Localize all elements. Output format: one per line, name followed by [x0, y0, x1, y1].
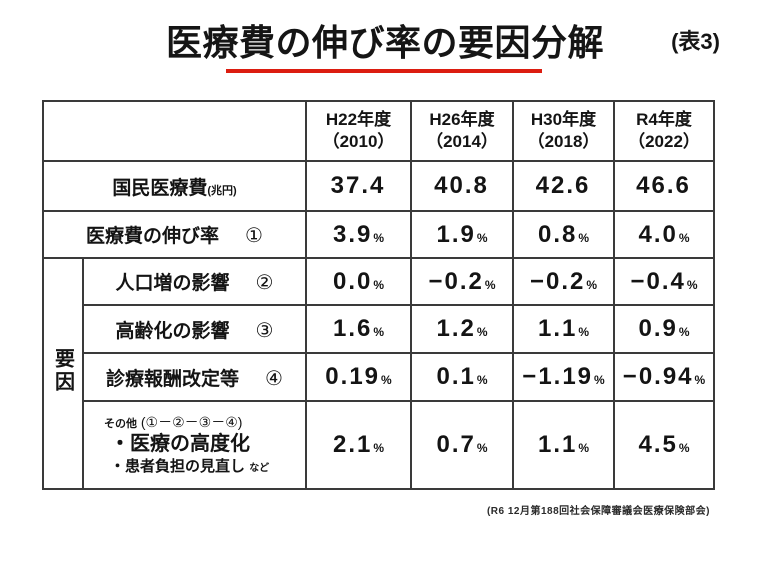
year-western: （2014）: [426, 132, 498, 151]
table-row-other-factors: その他 (①－②－③－④) ・医療の高度化 ・患者負担の見直し など 2.1% …: [43, 400, 715, 490]
year-header-h26: H26年度 （2014）: [410, 100, 514, 162]
circled-number-1: ①: [245, 225, 263, 247]
table-row-aging-effect: 高齢化の影響 ③ 1.6% 1.2% 1.1% 0.9%: [43, 304, 715, 354]
year-western: （2010）: [322, 132, 395, 151]
value-cell: −0.4%: [613, 257, 715, 306]
title-underline: [226, 69, 542, 73]
factor-decomposition-table: H22年度 （2010） H26年度 （2014） H30年度 （2018） R…: [42, 100, 715, 490]
table-number-label: (表3): [671, 29, 720, 54]
other-factors-item-advancement: ・医療の高度化: [110, 432, 250, 455]
value-cell: 4.5%: [613, 400, 715, 490]
value-cell: 37.4: [305, 160, 412, 212]
value-cell: 0.8%: [512, 210, 615, 259]
value-cell: 42.6: [512, 160, 615, 212]
row-label-aging-effect: 高齢化の影響 ③: [82, 304, 307, 354]
row-label-population-effect: 人口増の影響 ②: [82, 257, 307, 306]
value-cell: 1.1%: [512, 400, 615, 490]
row-label-fee-revision: 診療報酬改定等 ④: [82, 352, 307, 402]
circled-number-2: ②: [255, 272, 274, 294]
year-header-h22: H22年度 （2010）: [305, 100, 412, 162]
value-cell: 3.9%: [305, 210, 412, 259]
year-western: （2018）: [527, 132, 600, 151]
value-cell: 0.1%: [410, 352, 514, 402]
table-row-national-expenses: 国民医療費(兆円) 37.4 40.8 42.6 46.6: [42, 160, 715, 212]
row-label-national-expenses: 国民医療費(兆円): [42, 160, 307, 212]
value-cell: 0.9%: [613, 304, 715, 354]
table-row-fee-revision: 診療報酬改定等 ④ 0.19% 0.1% −1.19% −0.94%: [43, 352, 715, 402]
year-header-r4: R4年度 （2022）: [613, 100, 715, 162]
table-header-row: H22年度 （2010） H26年度 （2014） H30年度 （2018） R…: [42, 100, 715, 162]
value-cell: 2.1%: [305, 400, 412, 490]
factor-group-cell: 要因: [42, 257, 84, 490]
value-cell: 40.8: [410, 160, 514, 212]
row-label-other-factors: その他 (①－②－③－④) ・医療の高度化 ・患者負担の見直し など: [82, 400, 307, 490]
value-cell: 0.7%: [410, 400, 514, 490]
source-citation: (R6 12月第188回社会保障審議会医療保険部会): [486, 506, 710, 517]
value-cell: −0.2%: [410, 257, 514, 306]
table-row-growth-rate: 医療費の伸び率 ① 3.9% 1.9% 0.8% 4.0%: [42, 210, 715, 259]
value-cell: 0.19%: [305, 352, 412, 402]
year-era: H30年度: [530, 109, 597, 129]
value-cell: 1.1%: [512, 304, 615, 354]
value-cell: 0.0%: [305, 257, 412, 306]
value-cell: 1.2%: [410, 304, 514, 354]
page-title: 医療費の伸び率の要因分解: [165, 22, 604, 63]
circled-number-4: ④: [265, 367, 283, 390]
value-cell: 4.0%: [613, 210, 715, 259]
year-era: H26年度: [429, 109, 495, 129]
value-cell: 1.9%: [410, 210, 514, 259]
row-label-growth-rate: 医療費の伸び率 ①: [42, 210, 307, 259]
year-header-h30: H30年度 （2018）: [512, 100, 615, 162]
value-cell: −0.2%: [512, 257, 615, 306]
value-cell: −1.19%: [512, 352, 615, 402]
corner-cell: [42, 100, 307, 162]
value-cell: 1.6%: [305, 304, 412, 354]
circled-number-3: ③: [255, 319, 274, 342]
year-era: H22年度: [325, 109, 392, 129]
other-factors-formula: その他 (①－②－③－④): [104, 413, 243, 430]
value-cell: 46.6: [613, 160, 715, 212]
other-factors-item-burden: ・患者負担の見直し など: [110, 457, 270, 475]
year-western: （2022）: [628, 132, 700, 151]
table-row-population-effect: 要因 人口増の影響 ② 0.0% −0.2% −0.2% −0.4%: [42, 257, 715, 490]
year-era: R4年度: [636, 109, 692, 129]
value-cell: −0.94%: [613, 352, 715, 402]
